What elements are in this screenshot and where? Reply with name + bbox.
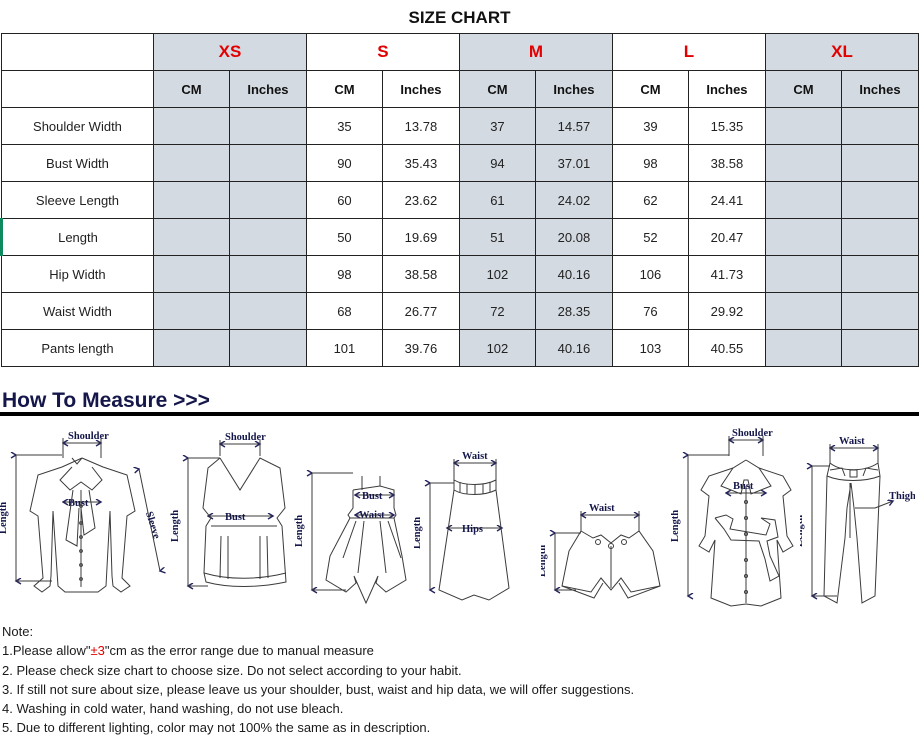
svg-text:Waist: Waist	[462, 451, 488, 462]
svg-text:Length: Length	[170, 510, 181, 542]
svg-text:Waist: Waist	[589, 503, 615, 514]
svg-text:Length: Length	[800, 515, 805, 547]
svg-text:Length: Length	[414, 517, 423, 549]
svg-text:Waist: Waist	[839, 436, 865, 447]
svg-text:Length: Length	[541, 545, 548, 577]
svg-text:Waist: Waist	[359, 510, 385, 521]
svg-text:Bust: Bust	[225, 512, 246, 523]
svg-text:Length: Length	[294, 515, 305, 547]
svg-text:Length: Length	[671, 510, 681, 542]
svg-text:Length: Length	[0, 502, 9, 534]
svg-text:Sleeve: Sleeve	[143, 510, 162, 540]
svg-text:Thigh: Thigh	[889, 491, 915, 502]
svg-text:Shoulder: Shoulder	[732, 428, 773, 439]
svg-text:Hips: Hips	[462, 524, 483, 535]
svg-text:Shoulder: Shoulder	[68, 431, 109, 442]
svg-text:Bust: Bust	[362, 491, 383, 502]
